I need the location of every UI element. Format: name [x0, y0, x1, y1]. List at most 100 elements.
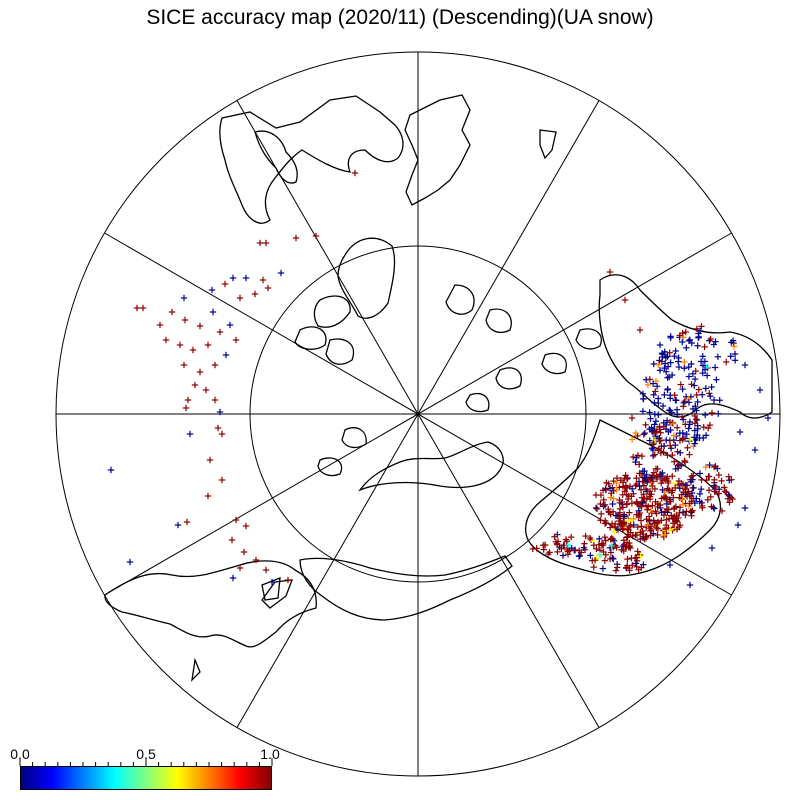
station-marker: [679, 501, 687, 508]
station-marker: [679, 509, 687, 516]
station-marker: [657, 437, 664, 444]
station-marker: [216, 408, 224, 416]
station-marker: [608, 490, 615, 497]
station-marker: [661, 364, 668, 372]
station-marker: [681, 457, 688, 465]
station-marker: [596, 551, 604, 559]
station-marker: [222, 351, 230, 359]
station-marker: [664, 386, 671, 393]
station-marker: [643, 532, 650, 540]
station-marker: [671, 458, 678, 465]
station-marker: [706, 337, 713, 344]
station-marker: [221, 280, 229, 288]
station-marker: [638, 494, 646, 501]
station-marker: [679, 385, 686, 393]
station-marker: [209, 308, 217, 316]
station-marker: [609, 500, 616, 508]
station-marker: [216, 328, 224, 336]
station-marker: [701, 343, 708, 351]
station-marker: [139, 304, 147, 312]
station-marker: [679, 429, 686, 437]
coastline: [539, 129, 557, 160]
station-marker: [204, 492, 212, 500]
station-marker: [628, 485, 636, 493]
station-marker: [657, 429, 664, 436]
station-marker: [218, 430, 226, 438]
station-marker: [620, 513, 628, 520]
station-marker: [671, 352, 678, 360]
station-marker: [262, 566, 270, 574]
station-marker: [256, 239, 264, 247]
station-marker: [721, 484, 728, 491]
station-marker: [651, 451, 659, 458]
station-marker: [640, 395, 647, 403]
station-marker: [653, 383, 661, 390]
station-marker: [679, 338, 686, 346]
station-marker: [696, 498, 703, 505]
station-marker: [700, 423, 707, 431]
station-marker: [655, 361, 662, 368]
coastline: [445, 284, 475, 315]
coastline: [313, 295, 351, 328]
station-marker: [620, 547, 627, 555]
station-marker: [685, 425, 692, 432]
station-marker: [277, 269, 285, 277]
station-marker: [640, 490, 647, 498]
station-marker: [232, 336, 240, 344]
coastline: [104, 560, 317, 648]
station-marker: [211, 361, 219, 369]
station-marker: [686, 581, 694, 589]
station-marker: [688, 489, 696, 497]
station-marker: [667, 333, 674, 340]
station-marker: [686, 451, 693, 458]
station-marker: [312, 232, 320, 240]
station-marker: [226, 321, 234, 329]
station-marker: [696, 470, 704, 477]
station-marker: [655, 411, 662, 418]
station-marker: [708, 544, 716, 552]
station-marker: [564, 541, 572, 549]
station-marker: [691, 440, 698, 447]
coastline: [465, 392, 490, 413]
station-marker: [731, 357, 739, 364]
station-marker: [568, 544, 575, 552]
station-marker: [551, 533, 558, 540]
station-marker: [681, 398, 689, 405]
station-marker: [653, 428, 660, 435]
station-marker: [644, 506, 651, 513]
station-marker: [647, 415, 654, 422]
station-marker: [667, 442, 674, 449]
station-marker: [529, 545, 537, 553]
station-marker: [196, 322, 204, 330]
station-marker: [632, 458, 639, 466]
coastline: [495, 367, 522, 390]
station-marker: [623, 543, 630, 550]
station-marker: [174, 521, 182, 529]
station-marker: [699, 391, 706, 398]
station-marker: [650, 530, 657, 537]
station-markers: [107, 169, 772, 589]
station-marker: [646, 409, 653, 416]
station-marker: [632, 560, 640, 567]
station-marker: [180, 361, 188, 369]
station-marker: [264, 284, 272, 292]
station-marker: [695, 386, 702, 393]
station-marker: [646, 425, 653, 433]
station-marker: [718, 507, 726, 515]
coastline: [358, 441, 504, 492]
station-marker: [669, 472, 676, 480]
station-marker: [710, 463, 718, 471]
station-marker: [691, 375, 699, 383]
colorbar-label-max: 1.0: [260, 746, 280, 762]
station-marker: [662, 354, 670, 361]
station-marker: [694, 422, 701, 429]
station-marker: [680, 435, 687, 442]
station-marker: [730, 343, 738, 350]
station-marker: [559, 552, 567, 559]
coastline: [337, 237, 396, 319]
coastline: [294, 326, 327, 350]
station-marker: [623, 501, 630, 508]
station-marker: [663, 436, 670, 444]
station-marker: [691, 412, 699, 420]
station-marker: [634, 452, 642, 459]
